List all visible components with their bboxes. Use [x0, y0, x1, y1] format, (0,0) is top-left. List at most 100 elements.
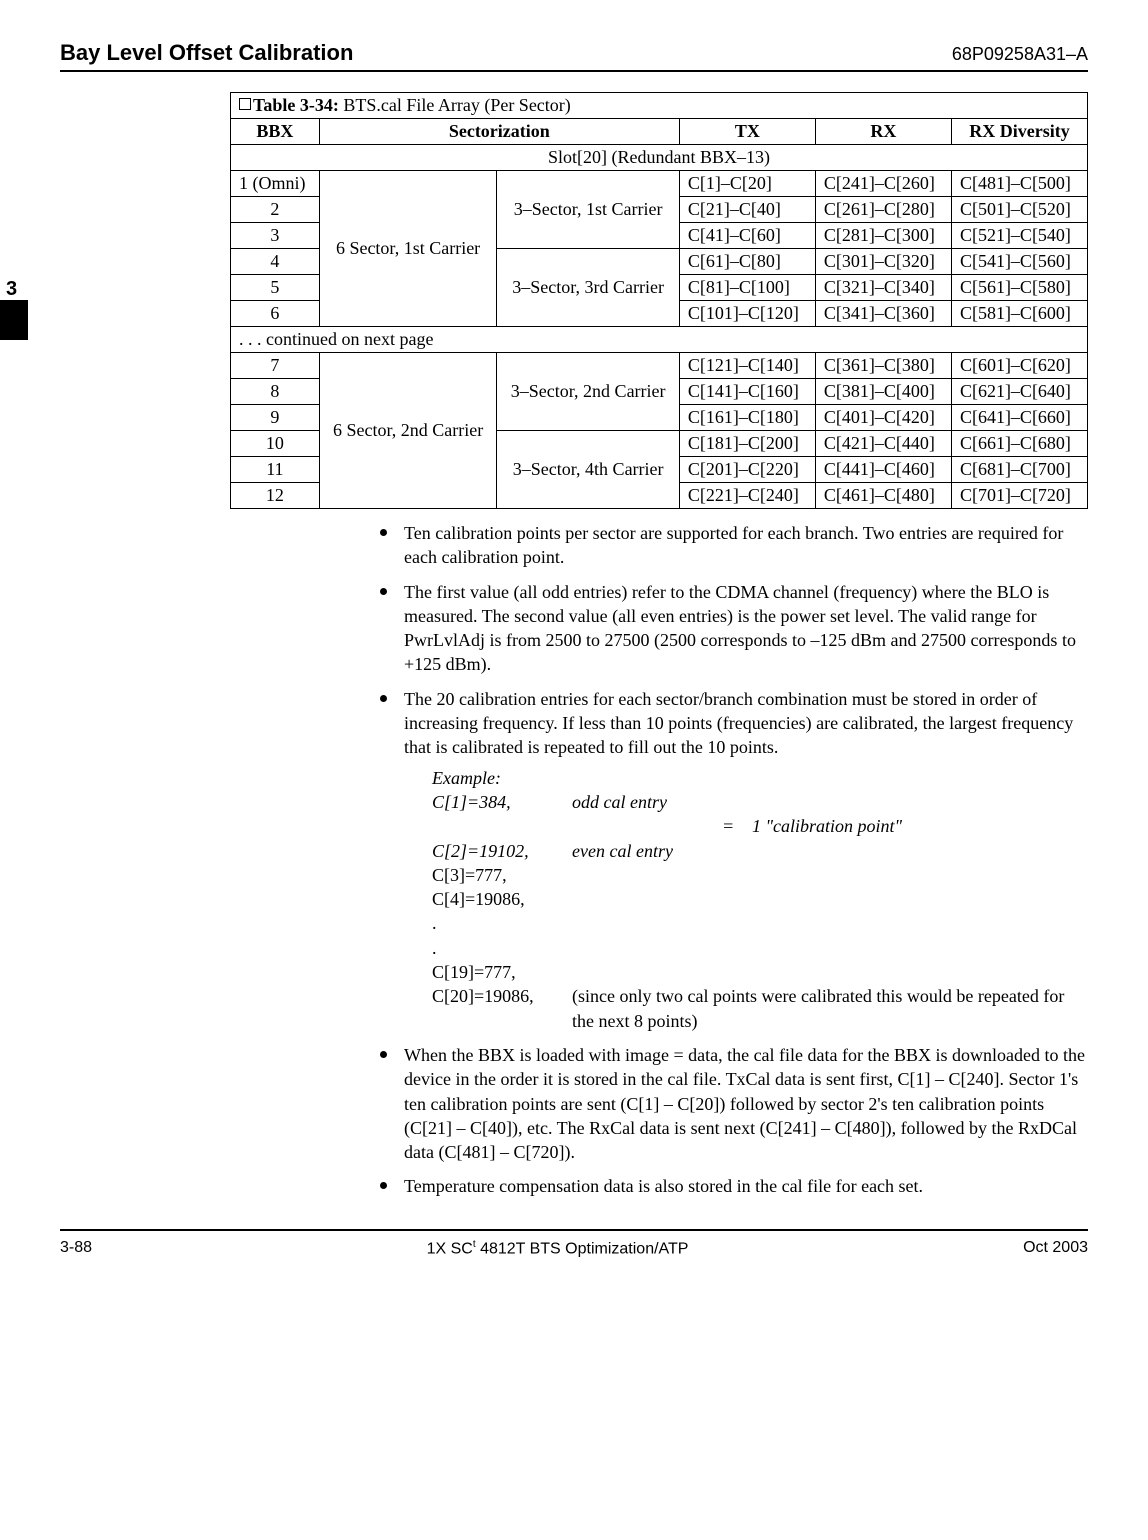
header-doc-number: 68P09258A31–A	[952, 44, 1088, 65]
bullet-item: Ten calibration points per sector are su…	[380, 521, 1088, 570]
cell-rxd: C[701]–C[720]	[951, 483, 1087, 509]
cell-bbx: 3	[231, 223, 320, 249]
example-eq-text: 1 "calibration point"	[752, 814, 1088, 838]
header-title: Bay Level Offset Calibration	[60, 40, 353, 66]
example-cell: C[20]=19086,	[432, 984, 572, 1033]
example-cell: (since only two cal points were calibrat…	[572, 984, 1088, 1033]
table-row: 1 (Omni) 6 Sector, 1st Carrier 3–Sector,…	[231, 171, 1088, 197]
cell-bbx: 8	[231, 379, 320, 405]
group-6sector-2nd: 6 Sector, 2nd Carrier	[319, 353, 497, 509]
cell-bbx: 10	[231, 431, 320, 457]
cal-table: Table 3-34: BTS.cal File Array (Per Sect…	[230, 92, 1088, 509]
cell-rx: C[281]–C[300]	[815, 223, 951, 249]
cell-bbx: 4	[231, 249, 320, 275]
cell-rx: C[301]–C[320]	[815, 249, 951, 275]
cell-rxd: C[641]–C[660]	[951, 405, 1087, 431]
cell-tx: C[141]–C[160]	[679, 379, 815, 405]
cell-rxd: C[561]–C[580]	[951, 275, 1087, 301]
cell-tx: C[101]–C[120]	[679, 301, 815, 327]
cell-tx: C[81]–C[100]	[679, 275, 815, 301]
example-cell: C[1]=384,	[432, 790, 572, 814]
cell-rx: C[341]–C[360]	[815, 301, 951, 327]
cell-rxd: C[601]–C[620]	[951, 353, 1087, 379]
group-3sector-2nd: 3–Sector, 2nd Carrier	[497, 353, 679, 431]
col-rx: RX	[815, 119, 951, 145]
cell-rx: C[361]–C[380]	[815, 353, 951, 379]
cell-tx: C[21]–C[40]	[679, 197, 815, 223]
cell-bbx: 7	[231, 353, 320, 379]
group-6sector-1st: 6 Sector, 1st Carrier	[319, 171, 497, 327]
section-tab	[0, 300, 28, 340]
example-block: Example: C[1]=384, odd cal entry = 1 "ca…	[432, 766, 1088, 1033]
cell-tx: C[61]–C[80]	[679, 249, 815, 275]
cell-rxd: C[581]–C[600]	[951, 301, 1087, 327]
group-3sector-3rd: 3–Sector, 3rd Carrier	[497, 249, 679, 327]
footer-center: 1X SCt 4812T BTS Optimization/ATP	[92, 1239, 1023, 1258]
cell-bbx: 2	[231, 197, 320, 223]
table-caption-row: Table 3-34: BTS.cal File Array (Per Sect…	[231, 93, 1088, 119]
cell-rxd: C[661]–C[680]	[951, 431, 1087, 457]
cell-bbx: 9	[231, 405, 320, 431]
cell-rx: C[381]–C[400]	[815, 379, 951, 405]
page-header: Bay Level Offset Calibration 68P09258A31…	[60, 40, 1088, 72]
bullet-item: The first value (all odd entries) refer …	[380, 580, 1088, 677]
table-row: 7 6 Sector, 2nd Carrier 3–Sector, 2nd Ca…	[231, 353, 1088, 379]
example-line: C[19]=777,	[432, 960, 1088, 984]
col-rx-diversity: RX Diversity	[951, 119, 1087, 145]
example-eq: =	[722, 814, 752, 838]
example-title: Example:	[432, 766, 1088, 790]
cell-bbx: 12	[231, 483, 320, 509]
cell-bbx: 5	[231, 275, 320, 301]
cell-rxd: C[521]–C[540]	[951, 223, 1087, 249]
bullet-item: Temperature compensation data is also st…	[380, 1174, 1088, 1198]
cell-rx: C[321]–C[340]	[815, 275, 951, 301]
bullet-text: The 20 calibration entries for each sect…	[404, 689, 1073, 758]
cell-rxd: C[541]–C[560]	[951, 249, 1087, 275]
example-line: .	[432, 936, 1088, 960]
cell-rx: C[461]–C[480]	[815, 483, 951, 509]
cell-rx: C[241]–C[260]	[815, 171, 951, 197]
footer-date: Oct 2003	[1023, 1239, 1088, 1258]
cell-tx: C[1]–C[20]	[679, 171, 815, 197]
slot-header: Slot[20] (Redundant BBX–13)	[231, 145, 1088, 171]
example-cell: even cal entry	[572, 839, 722, 863]
cell-bbx: 11	[231, 457, 320, 483]
cell-tx: C[201]–C[220]	[679, 457, 815, 483]
footer-center-rest: 4812T BTS Optimization/ATP	[476, 1240, 689, 1257]
cell-rxd: C[481]–C[500]	[951, 171, 1087, 197]
example-cell: C[2]=19102,	[432, 839, 572, 863]
cell-rxd: C[621]–C[640]	[951, 379, 1087, 405]
cell-tx: C[41]–C[60]	[679, 223, 815, 249]
cell-bbx: 1 (Omni)	[231, 171, 320, 197]
cell-rxd: C[501]–C[520]	[951, 197, 1087, 223]
table-header-row: BBX Sectorization TX RX RX Diversity	[231, 119, 1088, 145]
col-tx: TX	[679, 119, 815, 145]
bullet-list: Ten calibration points per sector are su…	[380, 521, 1088, 1199]
continued-text: . . . continued on next page	[231, 327, 1088, 353]
example-line: C[4]=19086,	[432, 887, 1088, 911]
group-3sector-4th: 3–Sector, 4th Carrier	[497, 431, 679, 509]
table-caption-bold: Table 3-34:	[253, 95, 339, 115]
cell-tx: C[181]–C[200]	[679, 431, 815, 457]
bullet-item: When the BBX is loaded with image = data…	[380, 1043, 1088, 1164]
footer-center-prefix: 1X SC	[427, 1240, 473, 1257]
col-bbx: BBX	[231, 119, 320, 145]
bullet-item: The 20 calibration entries for each sect…	[380, 687, 1088, 1033]
cell-rx: C[261]–C[280]	[815, 197, 951, 223]
cell-rx: C[401]–C[420]	[815, 405, 951, 431]
page-body: 3 Table 3-34: BTS.cal File Array (Per Se…	[230, 92, 1088, 1199]
cell-tx: C[121]–C[140]	[679, 353, 815, 379]
cell-tx: C[221]–C[240]	[679, 483, 815, 509]
table-caption-rest: BTS.cal File Array (Per Sector)	[339, 95, 571, 115]
footer-page-number: 3-88	[60, 1239, 92, 1258]
page-footer: 3-88 1X SCt 4812T BTS Optimization/ATP O…	[60, 1229, 1088, 1258]
group-3sector-1st: 3–Sector, 1st Carrier	[497, 171, 679, 249]
cell-bbx: 6	[231, 301, 320, 327]
table-marker-icon	[239, 98, 251, 110]
example-cell: odd cal entry	[572, 790, 722, 814]
table-caption: Table 3-34: BTS.cal File Array (Per Sect…	[231, 93, 1088, 119]
continued-row: . . . continued on next page	[231, 327, 1088, 353]
cell-rx: C[441]–C[460]	[815, 457, 951, 483]
section-tab-number: 3	[6, 278, 17, 301]
slot-header-row: Slot[20] (Redundant BBX–13)	[231, 145, 1088, 171]
